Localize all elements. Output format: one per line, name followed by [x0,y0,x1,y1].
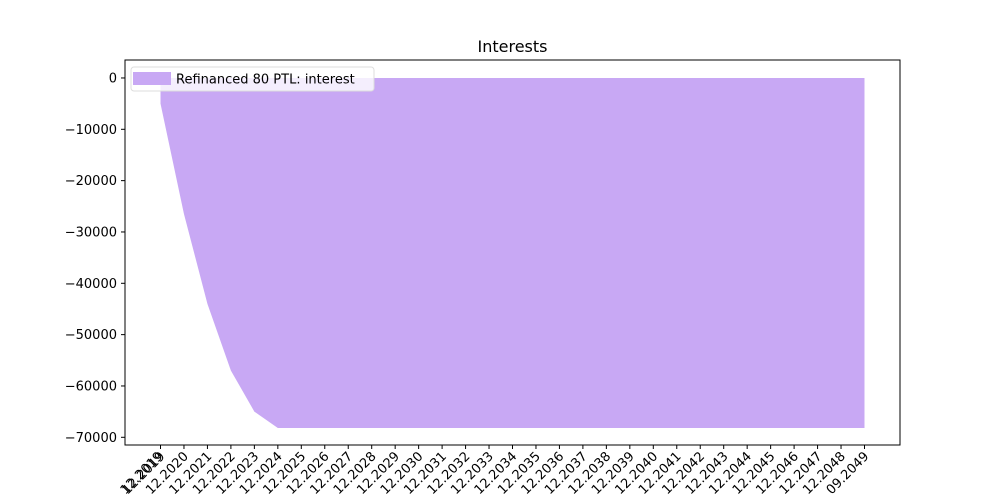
y-tick-label: −40000 [65,277,117,292]
area-layer [160,77,865,429]
series-area-0 [160,77,865,429]
y-tick-label: −20000 [65,174,117,189]
y-tick-label: −60000 [65,379,117,394]
y-tick-label: −50000 [65,328,117,343]
legend-swatch [133,72,171,85]
legend-label: Refinanced 80 PTL: interest [176,73,355,88]
x-axis: 12.201912.201912.202012.202112.202212.20… [118,445,872,498]
legend-box [130,66,375,92]
y-tick-label: −30000 [65,225,117,240]
y-axis: 0 −10000 −20000 −30000 −40000 −50000 −60000 −70… [65,71,125,446]
y-tick-label: −70000 [65,431,117,446]
chart-title: Interests [478,37,548,56]
y-tick-label: 0 [109,71,117,86]
legend: Refinanced 80 PTL: interest [130,66,375,92]
y-tick-label: −10000 [65,123,117,138]
